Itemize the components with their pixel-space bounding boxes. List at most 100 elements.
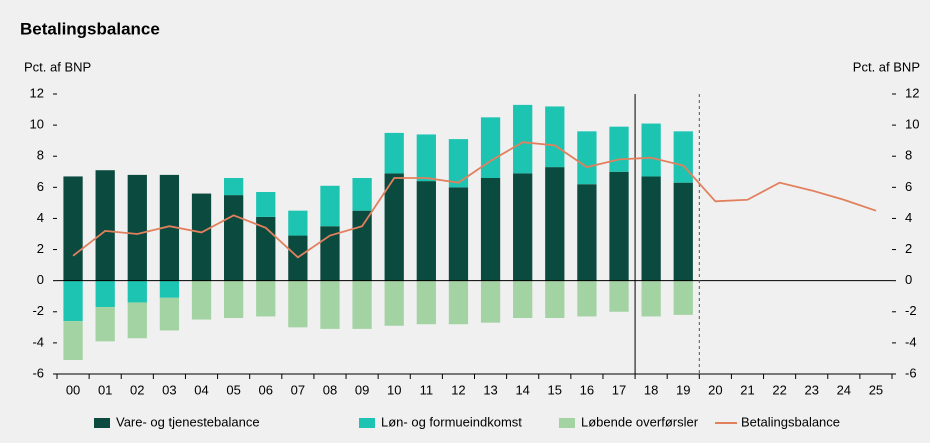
bar-segment	[384, 173, 404, 281]
bar-segment	[224, 280, 244, 318]
x-tick-label: 18	[644, 382, 658, 397]
bar-segment	[191, 280, 212, 320]
y2-tick-label: 0	[905, 272, 912, 287]
bar-segment	[416, 280, 436, 325]
x-tick-label: 15	[548, 382, 562, 397]
y-axis-label: Pct. af BNP	[24, 59, 91, 74]
y-tick-label: -4	[32, 334, 44, 349]
bar-segment	[159, 174, 180, 281]
y2-tick-label: 12	[905, 85, 919, 100]
y-tick-label: 12	[30, 85, 44, 100]
bar-segment	[545, 106, 565, 168]
x-tick-label: 03	[162, 382, 176, 397]
bar-segment	[384, 280, 404, 326]
bar-segment	[127, 280, 147, 303]
x-tick-label: 24	[837, 382, 851, 397]
bar-segment	[288, 280, 308, 328]
y-tick-label: 4	[37, 210, 44, 225]
bar-segment	[95, 307, 115, 342]
bar-segment	[224, 178, 244, 196]
bar-segment	[384, 132, 404, 174]
bar-segment	[288, 210, 308, 236]
x-tick-label: 25	[869, 382, 883, 397]
x-tick-label: 09	[355, 382, 369, 397]
bar-segment	[95, 170, 115, 281]
bar-segment	[448, 187, 469, 281]
x-tick-label: 10	[387, 382, 401, 397]
x-tick-label: 05	[226, 382, 240, 397]
y-tick-label: 6	[37, 179, 44, 194]
y2-tick-label: 6	[905, 179, 912, 194]
bar-segment	[577, 131, 597, 185]
x-tick-label: 01	[98, 382, 112, 397]
legend-label: Vare- og tjenestebalance	[116, 414, 260, 429]
line-series	[72, 141, 877, 259]
x-tick-label: 16	[580, 382, 594, 397]
y-tick-label: -6	[32, 365, 44, 380]
y-tick-label: 8	[37, 148, 44, 163]
y2-tick-label: -2	[905, 303, 917, 318]
bar-segment	[191, 193, 212, 281]
x-tick-label: 17	[612, 382, 626, 397]
chart-title: Betalingsbalance	[20, 19, 160, 38]
bar-segment	[480, 117, 501, 178]
x-tick-label: 20	[708, 382, 722, 397]
bar-segment	[127, 174, 147, 281]
bar-segment	[641, 123, 661, 177]
bar-segment	[352, 210, 372, 281]
y-tick-label: 0	[37, 272, 44, 287]
x-tick-label: 07	[291, 382, 305, 397]
y2-tick-label: 8	[905, 148, 912, 163]
bar-segment	[513, 280, 533, 318]
bar-segment	[609, 280, 629, 312]
y-tick-label: 2	[37, 241, 44, 256]
y2-tick-label: 2	[905, 241, 912, 256]
bar-segment	[609, 126, 629, 172]
bar-segment	[480, 178, 501, 281]
bar-segment	[513, 173, 533, 281]
y-tick-label: 10	[30, 117, 44, 132]
x-tick-label: 21	[740, 382, 754, 397]
x-tick-label: 22	[772, 382, 786, 397]
x-tick-label: 06	[259, 382, 273, 397]
x-tick-label: 11	[420, 382, 434, 397]
bar-segment	[352, 178, 372, 211]
bar-segment	[159, 280, 180, 298]
bar-segment	[577, 184, 597, 281]
bar-segment	[545, 280, 565, 318]
x-tick-label: 02	[130, 382, 144, 397]
x-tick-label: 23	[804, 382, 818, 397]
legend-label: Betalingsbalance	[741, 414, 840, 429]
legend-swatch	[559, 418, 575, 428]
bar-segment	[673, 182, 693, 281]
x-tick-label: 14	[515, 382, 529, 397]
x-tick-label: 19	[676, 382, 690, 397]
bar-segment	[320, 280, 340, 329]
y2-tick-label: 4	[905, 210, 912, 225]
x-tick-label: 00	[66, 382, 80, 397]
bar-segment	[127, 302, 147, 339]
bar-segment	[63, 280, 83, 322]
y2-axis-label: Pct. af BNP	[853, 59, 920, 74]
bar-segment	[352, 280, 372, 329]
bar-segment	[224, 195, 244, 281]
x-tick-label: 08	[323, 382, 337, 397]
bar-segment	[577, 280, 597, 317]
legend-swatch	[94, 418, 110, 428]
bar-segment	[256, 280, 276, 317]
bar-segment	[545, 167, 565, 281]
y2-tick-label: -6	[905, 365, 917, 380]
y-tick-label: -2	[32, 303, 44, 318]
bar-segment	[641, 176, 661, 281]
legend-swatch	[359, 418, 375, 428]
bar-segment	[320, 185, 340, 227]
bar-segment	[416, 134, 436, 182]
bar-segment	[63, 176, 83, 281]
x-tick-label: 13	[483, 382, 497, 397]
x-tick-label: 04	[194, 382, 208, 397]
y2-tick-label: 10	[905, 117, 919, 132]
bar-segment	[63, 321, 83, 360]
bar-segment	[480, 280, 501, 323]
bar-segment	[673, 131, 693, 183]
